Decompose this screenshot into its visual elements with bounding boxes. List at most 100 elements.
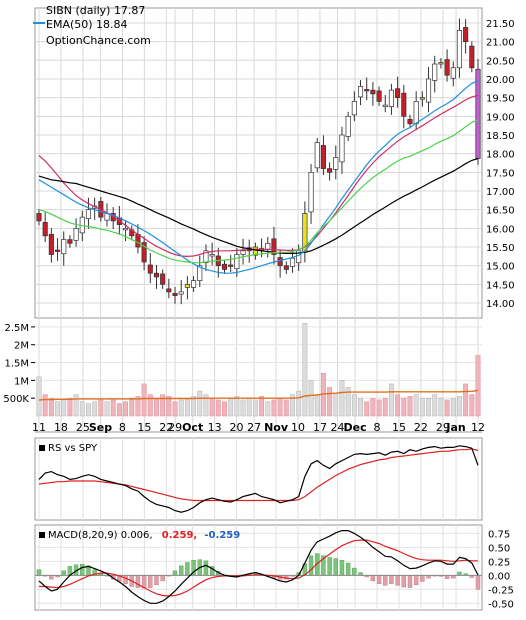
rs-line <box>38 445 479 513</box>
candle-body <box>141 242 147 263</box>
rs-average-line <box>38 448 479 502</box>
candle-body <box>36 213 42 222</box>
volume-bar <box>228 397 234 417</box>
volume-tick-label: 500K <box>3 394 29 405</box>
macd-histogram-bar <box>160 575 165 582</box>
volume-bar <box>209 397 215 417</box>
volume-bar <box>116 403 122 417</box>
candle-body <box>110 213 116 222</box>
volume-bar <box>147 394 153 417</box>
date-tick-label: 29 <box>168 421 182 434</box>
volume-average-line <box>38 389 479 401</box>
price-tick-label: 14.50 <box>486 280 515 291</box>
volume-bar <box>290 394 295 417</box>
candle-body <box>364 89 370 92</box>
macd-histogram-bar <box>383 575 388 586</box>
volume-bar <box>407 396 413 417</box>
date-tick-label: 22 <box>414 421 428 434</box>
date-tick-label: 24 <box>331 421 345 434</box>
watermark: OptionChance.com <box>46 34 151 47</box>
volume-bar <box>450 397 456 417</box>
candle-body <box>395 88 401 98</box>
volume-bar <box>376 399 382 417</box>
volume-bar <box>463 383 469 417</box>
candle-body <box>308 171 314 213</box>
macd-histogram-bar <box>123 575 128 584</box>
date-tick-label: 15 <box>137 421 151 434</box>
macd-histogram-bar <box>413 575 419 586</box>
candle-body <box>283 265 289 270</box>
volume-bar <box>184 397 190 417</box>
volume-bar <box>259 396 265 417</box>
candle-body <box>135 233 141 248</box>
volume-bar <box>178 399 184 417</box>
volume-bar <box>358 397 363 417</box>
macd-histogram-bar <box>370 575 376 582</box>
price-plot-area <box>34 7 483 319</box>
price-tick-label: 15.00 <box>486 262 515 273</box>
candle-body <box>475 68 481 159</box>
volume-tick-label: 2M <box>14 341 29 352</box>
macd-histogram-bar <box>185 562 190 576</box>
volume-bar <box>339 380 345 417</box>
candle-body <box>61 239 67 255</box>
macd-line <box>38 529 479 604</box>
macd-histogram-bar <box>444 575 450 579</box>
macd-histogram-bar <box>148 575 153 588</box>
volume-bar <box>419 397 425 417</box>
price-tick-label: 21.00 <box>486 38 515 49</box>
volume-bar <box>388 383 394 417</box>
candle-body <box>184 284 190 288</box>
macd-plot-area <box>34 524 483 611</box>
candle-body <box>203 250 209 264</box>
volume-bar <box>110 399 116 417</box>
candle-body <box>289 257 296 267</box>
candle-body <box>67 239 73 244</box>
macd-histogram-bar <box>172 570 178 576</box>
candle-body <box>228 264 234 267</box>
candle-body <box>172 292 178 296</box>
rs-panel <box>34 437 483 521</box>
candle-body <box>197 265 203 282</box>
volume-bar <box>135 396 141 417</box>
volume-bar <box>308 380 314 417</box>
candle-body <box>178 291 184 295</box>
candle-body <box>147 264 153 274</box>
rs-legend-swatch <box>39 445 45 451</box>
ema200-line <box>38 94 479 258</box>
price-tick-label: 17.50 <box>486 168 515 179</box>
candle-body <box>345 115 351 137</box>
date-tick-label: 20 <box>230 421 244 434</box>
volume-bar <box>61 399 67 417</box>
candle-body <box>438 62 444 65</box>
macd-histogram-bar <box>352 567 357 576</box>
date-tick-label: 8 <box>374 421 381 434</box>
candle-body <box>450 67 456 79</box>
volume-bar <box>79 401 85 417</box>
volume-bar <box>271 399 277 417</box>
volume-bar <box>302 323 308 417</box>
macd-tick-label: 0.00 <box>488 571 510 582</box>
candle-body <box>370 89 376 95</box>
volume-tick-label: 2.5M <box>4 323 29 334</box>
macd-histogram-bar <box>333 558 338 576</box>
macd-histogram-bar <box>407 575 413 588</box>
macd-histogram-bar <box>457 571 462 576</box>
candle-body <box>320 145 326 169</box>
macd-histogram-bar <box>376 575 382 584</box>
candle-body <box>382 104 388 107</box>
macd-histogram-bar <box>327 557 332 576</box>
macd-histogram-bar <box>135 575 141 588</box>
volume-bar <box>129 397 135 417</box>
candle-body <box>42 222 48 237</box>
candle-body <box>413 101 419 125</box>
price-tick-label: 16.50 <box>486 206 515 217</box>
candle-body <box>469 45 475 69</box>
candle-body <box>339 134 345 163</box>
volume-bar <box>48 397 54 417</box>
candle-body <box>463 27 469 42</box>
macd-histogram-bar <box>36 569 42 576</box>
candle-body <box>351 101 357 116</box>
